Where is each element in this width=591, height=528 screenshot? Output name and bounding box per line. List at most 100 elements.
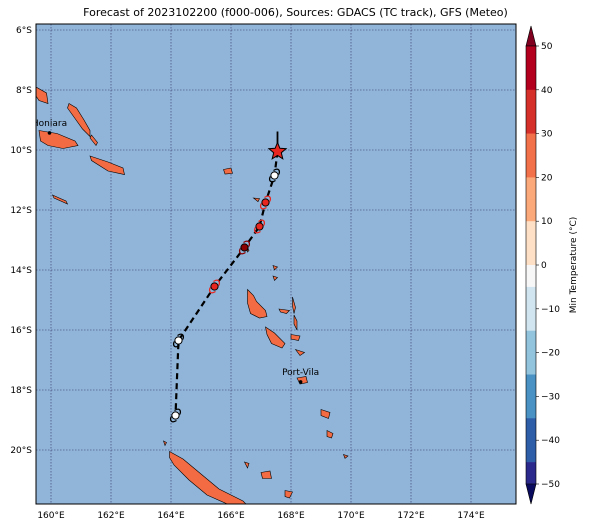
colorbar-tick-label: 0 [541,261,547,271]
colorbar-bin [526,330,536,353]
cyclone-center [270,171,279,180]
cyclone-arm-upper [273,168,281,175]
map-title: Forecast of 2023102200 (f000-006), Sourc… [83,6,508,19]
lon-tick-label: 164°E [157,511,185,521]
lon-tick-label: 172°E [397,511,425,521]
graticule [36,24,516,504]
colorbar: 50 40 30 20 10 0 −10 −20 −30 −40 −50 [525,25,560,505]
colorbar-bin [526,243,536,266]
colorbar-bin [526,46,536,69]
colorbar-bin [526,265,536,288]
colorbar-tick-label: −40 [541,436,560,446]
colorbar-tick-label: 50 [541,42,553,52]
island-mare [284,490,293,499]
island-guadalcanal [38,130,79,149]
colorbar-tick-label: −50 [541,480,560,490]
island-loyalty-ouvea [243,461,250,469]
colorbar-tick-label: 40 [541,86,553,96]
island-vanikoro [252,197,260,203]
city-label: Honiara [32,119,67,129]
island-rennell [51,194,69,205]
island-nendo [223,167,233,175]
island-tanna [326,430,334,439]
cyclone-arm-upper [174,408,182,415]
colorbar-bin [526,396,536,419]
tropical-cyclone-icon [238,240,251,255]
cyclone-arm-lower [208,287,216,294]
tropical-cyclone-icon [169,408,182,423]
lat-tick-label: 20°S [10,446,32,456]
track-line [174,151,279,416]
cyclone-arm-lower [172,341,180,348]
island-maewo [292,296,296,314]
colorbar-bin [526,89,536,112]
cyclone-track [169,131,288,423]
colorbar-bin [526,374,536,397]
colorbar-bin [526,111,536,134]
island-epi [294,348,306,356]
island-erromango [320,409,331,419]
cyclone-arm-upper [243,240,251,247]
colorbar-bin [526,177,536,200]
lon-tick-label: 174°E [457,511,485,521]
cyclone-center [255,222,264,231]
tropical-cyclone-icon [172,333,185,348]
island-malekula [265,326,286,349]
city-label: Port-Vila [282,368,319,378]
island-south-malaita [89,134,98,147]
colorbar-tick-label: −10 [541,305,560,315]
colorbar-bin [526,155,536,178]
lat-tick-label: 14°S [10,266,32,276]
colorbar-bin [526,440,536,463]
island-banks-2 [272,275,279,282]
island-loyalty-lifou [260,470,272,479]
island-belep [162,440,167,447]
land-masses [36,86,349,504]
colorbar-bin [526,352,536,375]
lat-tick-label: 16°S [10,326,32,336]
cyclone-center [210,282,219,291]
cyclone-arm-lower [169,416,177,423]
lat-tick-label: 8°S [16,86,32,96]
cyclone-center [174,336,183,345]
colorbar-tick-label: 10 [541,217,553,227]
island-aneityum [342,454,349,459]
map-frame [35,23,517,505]
lon-tick-label: 162°E [97,511,125,521]
island-makira [89,155,125,175]
tropical-cyclone-icon [259,195,272,210]
tropical-cyclone-icon [208,279,221,294]
lon-tick-label: 170°E [337,511,365,521]
colorbar-bin [526,199,536,222]
cyclone-arm-lower [253,227,261,234]
island-ambae [278,308,291,314]
island-malaita [67,103,91,138]
colorbar-bin [526,286,536,310]
colorbar-tick-label: −30 [541,392,560,402]
colorbar-label: Min Temperature (°C) [569,217,579,314]
ocean-background [36,24,516,504]
colorbar-bottom-extension [525,483,537,505]
city-markers: Honiara Port-Vila [32,119,319,384]
island-ambrym [290,334,301,341]
tropical-cyclone-icon [268,168,281,183]
colorbar-tick-label: 20 [541,173,553,183]
colorbar-bin [526,418,536,441]
lon-tick-label: 160°E [37,511,65,521]
colorbar-tick-label: 30 [541,130,553,140]
colorbar-bin [526,67,536,91]
cyclone-arm-upper [258,219,266,226]
tropical-cyclone-icon [253,219,266,234]
lat-tick-label: 18°S [10,386,32,396]
colorbar-bin [526,462,536,485]
cyclone-arm-lower [259,203,267,210]
colorbar-bin [526,133,536,156]
island-espiritu-santo [247,288,268,319]
island-banks [272,265,279,271]
city-dot [47,131,52,135]
lat-tick-label: 10°S [10,146,32,156]
lon-tick-label: 168°E [277,511,305,521]
cyclone-center [240,243,249,252]
island-new-caledonia [169,450,247,504]
